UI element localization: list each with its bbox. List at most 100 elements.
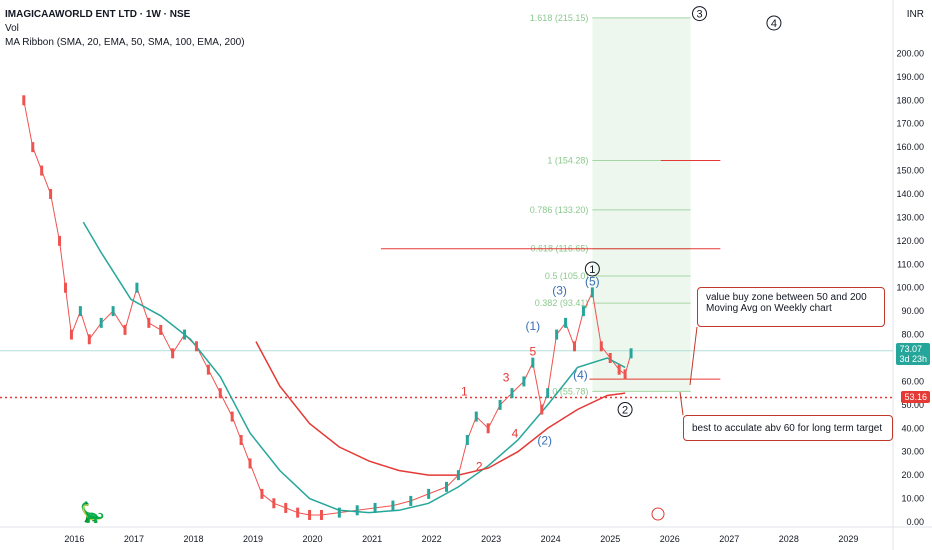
price-candle <box>617 364 621 375</box>
price-candle <box>63 282 67 293</box>
price-candle <box>111 306 115 317</box>
circled-wave-label: 1 <box>589 264 595 276</box>
price-candle <box>373 502 377 513</box>
price-candle <box>171 348 175 359</box>
price-candle <box>608 353 612 363</box>
price-candle <box>409 495 413 506</box>
y-axis-tick-label: 130.00 <box>896 212 924 222</box>
price-candle <box>40 165 44 176</box>
x-axis-tick-label: 2024 <box>541 534 561 544</box>
current-price-countdown: 3d 23h <box>899 354 927 364</box>
price-candle <box>147 317 151 328</box>
price-candle <box>510 388 514 399</box>
x-axis-tick-label: 2029 <box>838 534 858 544</box>
x-axis-tick-label: 2025 <box>600 534 620 544</box>
y-axis-tick-label: 170.00 <box>896 119 924 129</box>
x-axis-tick-label: 2017 <box>124 534 144 544</box>
fib-label: 0 (55.78) <box>552 386 588 396</box>
price-candle <box>49 189 53 199</box>
x-axis-tick-label: 2026 <box>660 534 680 544</box>
price-candle <box>555 329 559 340</box>
volume-label[interactable]: Vol <box>5 23 19 34</box>
price-candle <box>248 458 252 469</box>
price-candle <box>445 481 448 492</box>
price-candle <box>31 142 35 153</box>
price-candle <box>391 500 395 511</box>
price-candle <box>194 341 198 352</box>
y-axis-tick-label: 80.00 <box>901 330 924 340</box>
wave-label: (2) <box>537 434 552 448</box>
y-axis-tick-label: 110.00 <box>897 259 924 269</box>
y-axis-tick-label: 50.00 <box>901 400 924 410</box>
series-ma_green <box>82 221 626 514</box>
series-ma_red <box>255 341 626 476</box>
price-candle <box>427 488 431 499</box>
fib-label: 0.382 (93.41) <box>535 298 589 308</box>
price-candle <box>599 341 603 352</box>
price-candle <box>572 341 576 352</box>
price-candle <box>22 95 26 106</box>
fib-label: 1 (154.28) <box>547 156 588 166</box>
circled-wave-label: 2 <box>622 405 628 417</box>
price-candle <box>296 507 300 518</box>
price-candle <box>260 488 264 499</box>
y-axis-tick-label: 150.00 <box>896 166 924 176</box>
wave-label: 4 <box>512 427 519 441</box>
price-candle <box>284 502 288 513</box>
wave-label: (4) <box>573 368 588 382</box>
accumulate-pointer <box>679 391 684 416</box>
x-axis-tick-label: 2027 <box>719 534 739 544</box>
circled-wave-marker <box>692 6 708 22</box>
price-candle <box>183 329 187 340</box>
y-axis-tick-label: 200.00 <box>896 48 924 58</box>
event-lightning-icon <box>651 507 665 521</box>
current-price-value: 73.07 <box>899 344 922 354</box>
circled-wave-marker <box>766 15 782 31</box>
price-candle <box>87 334 91 345</box>
circled-wave-label: 4 <box>771 18 777 30</box>
y-axis-tick-label: 30.00 <box>901 447 924 457</box>
x-axis-tick-label: 2020 <box>303 534 323 544</box>
price-candle <box>581 306 585 317</box>
currency-label[interactable]: INR <box>906 9 924 20</box>
y-axis-tick-label: 0.00 <box>906 517 924 527</box>
wave-label: 1 <box>461 384 468 398</box>
price-candle <box>564 317 568 328</box>
price-candle <box>355 505 359 516</box>
y-axis-tick-label: 20.00 <box>901 470 924 480</box>
x-axis-tick-label: 2022 <box>422 534 442 544</box>
y-axis-tick-label: 190.00 <box>896 72 924 82</box>
y-axis-tick-label: 90.00 <box>901 306 924 316</box>
tradingview-logo-icon[interactable]: 🦕 <box>80 502 105 524</box>
current-price-tag: 73.07 3d 23h <box>896 343 930 365</box>
y-axis-tick-label: 100.00 <box>896 283 924 293</box>
wave-label: 5 <box>529 345 536 359</box>
price-candle <box>486 423 490 434</box>
price-candle <box>531 357 535 368</box>
x-axis-tick-label: 2023 <box>481 534 501 544</box>
accumulate-callout[interactable]: best to acculate abv 60 for long term ta… <box>683 415 893 441</box>
circled-wave-marker <box>617 402 633 418</box>
price-candle <box>546 388 550 399</box>
x-axis-tick-label: 2028 <box>779 534 799 544</box>
price-candle <box>629 348 633 359</box>
price-candle <box>218 388 222 399</box>
chart-legend: IMAGICAAWORLD ENT LTD · 1W · NSE Vol MA … <box>5 8 245 50</box>
buy-zone-callout[interactable]: value buy zone between 50 and 200 Moving… <box>697 287 885 327</box>
fib-label: 0.5 (105.0) <box>545 271 589 281</box>
circled-wave-label: 3 <box>696 9 702 21</box>
fib-zone <box>592 17 691 392</box>
y-axis-tick-label: 40.00 <box>901 423 924 433</box>
ma-ribbon-label[interactable]: MA Ribbon (SMA, 20, EMA, 50, SMA, 100, E… <box>5 37 245 48</box>
symbol-title[interactable]: IMAGICAAWORLD ENT LTD · 1W · NSE <box>5 9 191 20</box>
price-candle <box>623 369 627 380</box>
price-candle <box>206 364 210 375</box>
price-candle <box>78 306 82 317</box>
price-candle <box>69 329 73 340</box>
y-axis-tick-label: 120.00 <box>896 236 924 246</box>
price-candle <box>498 399 502 410</box>
x-axis-tick-label: 2019 <box>243 534 263 544</box>
y-axis-tick-label: 10.00 <box>901 494 924 504</box>
circled-wave-marker <box>584 261 600 277</box>
